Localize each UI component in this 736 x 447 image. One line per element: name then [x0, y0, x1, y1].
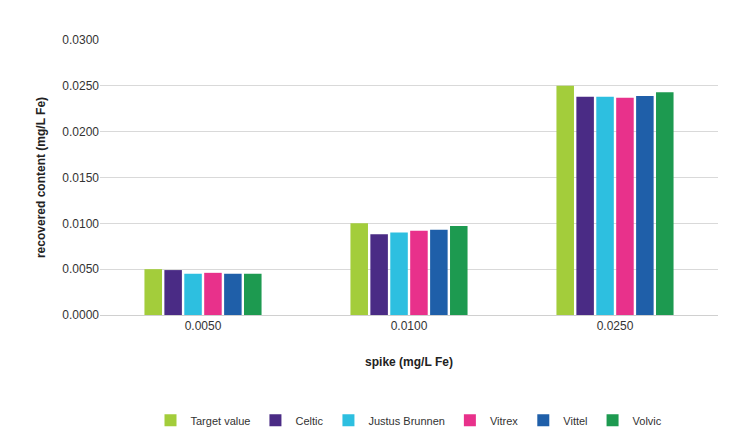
svg-text:0.0050: 0.0050 [185, 319, 222, 333]
svg-text:Vitrex: Vitrex [490, 415, 518, 427]
svg-text:Volvic: Volvic [633, 415, 662, 427]
svg-text:0.0150: 0.0150 [62, 171, 99, 185]
svg-text:0.0050: 0.0050 [62, 262, 99, 276]
svg-text:0.0200: 0.0200 [62, 125, 99, 139]
svg-text:Justus Brunnen: Justus Brunnen [368, 415, 444, 427]
svg-text:spike (mg/L Fe): spike (mg/L Fe) [365, 355, 453, 369]
svg-text:0.0250: 0.0250 [62, 79, 99, 93]
svg-text:0.0100: 0.0100 [62, 217, 99, 231]
svg-text:0.0100: 0.0100 [391, 319, 428, 333]
svg-text:Celtic: Celtic [295, 415, 323, 427]
svg-text:Vittel: Vittel [563, 415, 587, 427]
svg-text:0.0250: 0.0250 [597, 319, 634, 333]
svg-text:0.0000: 0.0000 [62, 308, 99, 322]
svg-text:Target value: Target value [191, 415, 251, 427]
svg-text:recovered content (mg/L Fe): recovered content (mg/L Fe) [34, 97, 48, 258]
svg-text:0.0300: 0.0300 [62, 33, 99, 47]
